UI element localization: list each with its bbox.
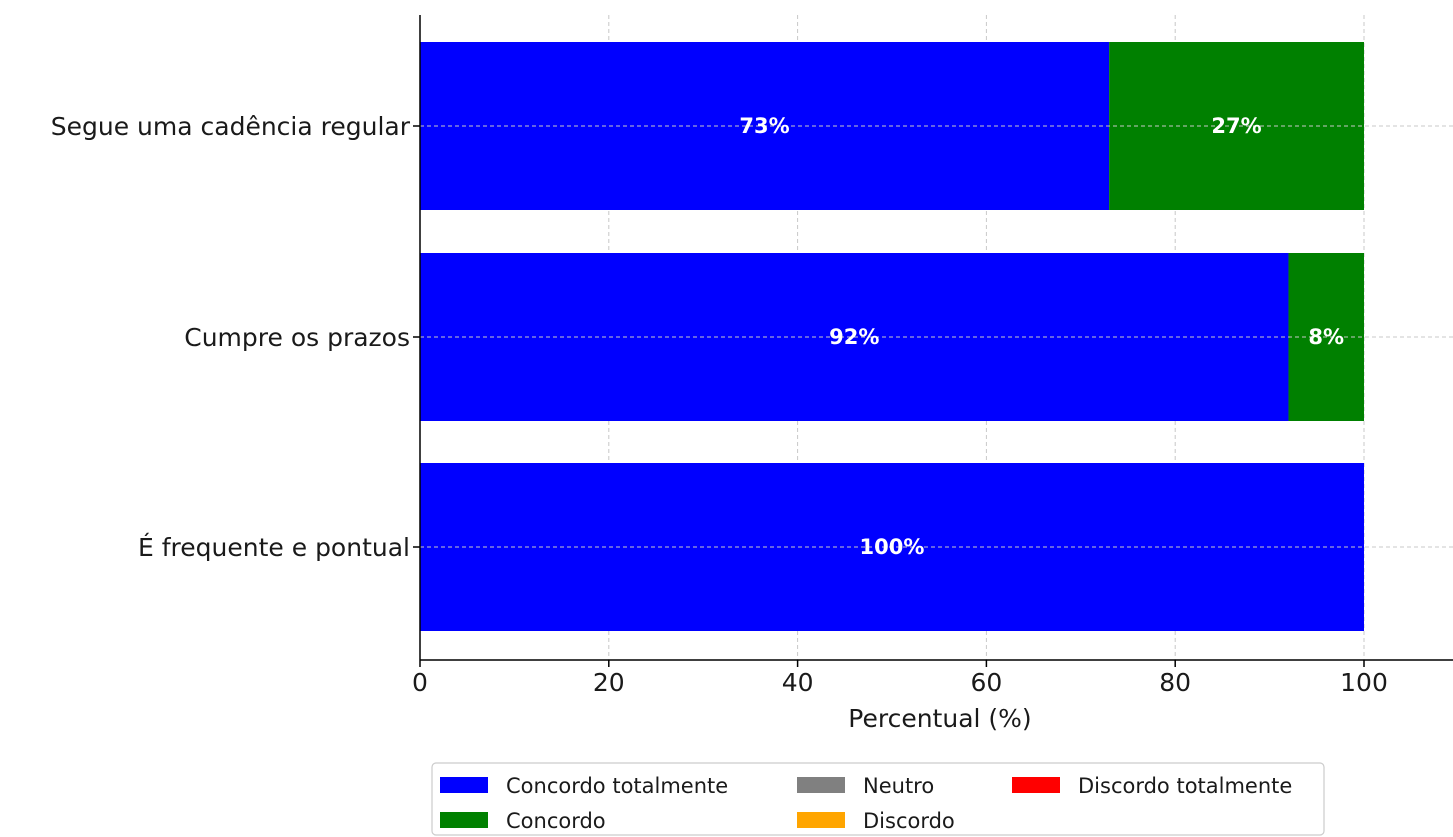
axes-layer: Segue uma cadência regular Cumpre os praz… — [51, 15, 1453, 697]
category-label-e-frequente-e-pontual: É frequente e pontual — [138, 533, 410, 562]
x-tick-label-0: 0 — [412, 668, 428, 697]
legend-label-concordo-totalmente: Concordo totalmente — [506, 774, 728, 798]
legend-swatch-concordo — [440, 812, 488, 828]
legend-frame — [431, 762, 1325, 836]
x-tick-label-40: 40 — [782, 668, 814, 697]
data-label-concordo-segue-uma-cadencia-regular: 27% — [1211, 114, 1261, 138]
x-tick-label-100: 100 — [1340, 668, 1388, 697]
x-tick-label-20: 20 — [593, 668, 625, 697]
legend-label-discordo: Discordo — [863, 809, 955, 833]
legend-label-concordo: Concordo — [506, 809, 606, 833]
legend-swatch-neutro — [797, 777, 845, 793]
legend-swatch-discordo — [797, 812, 845, 828]
x-tick-label-60: 60 — [970, 668, 1002, 697]
legend: Concordo totalmente Concordo Neutro Discord… — [431, 762, 1325, 836]
data-label-concordo-totalmente-segue-uma-cadencia-regular: 73% — [739, 114, 789, 138]
data-label-concordo-totalmente-cumpre-os-prazos: 92% — [829, 325, 879, 349]
legend-swatch-concordo-totalmente — [440, 777, 488, 793]
data-label-concordo-cumpre-os-prazos: 8% — [1308, 325, 1344, 349]
x-axis-title: Percentual (%) — [848, 704, 1031, 733]
x-tick-label-80: 80 — [1159, 668, 1191, 697]
legend-label-discordo-totalmente: Discordo totalmente — [1078, 774, 1292, 798]
data-label-concordo-totalmente-e-frequente-e-pontual: 100% — [860, 535, 925, 559]
legend-label-neutro: Neutro — [863, 774, 934, 798]
category-label-segue-uma-cadencia-regular: Segue uma cadência regular — [51, 112, 411, 141]
labels-layer: 73% 27% 92% 8% 100% — [739, 114, 1344, 559]
category-label-cumpre-os-prazos: Cumpre os prazos — [184, 323, 410, 352]
legend-swatch-discordo-totalmente — [1012, 777, 1060, 793]
